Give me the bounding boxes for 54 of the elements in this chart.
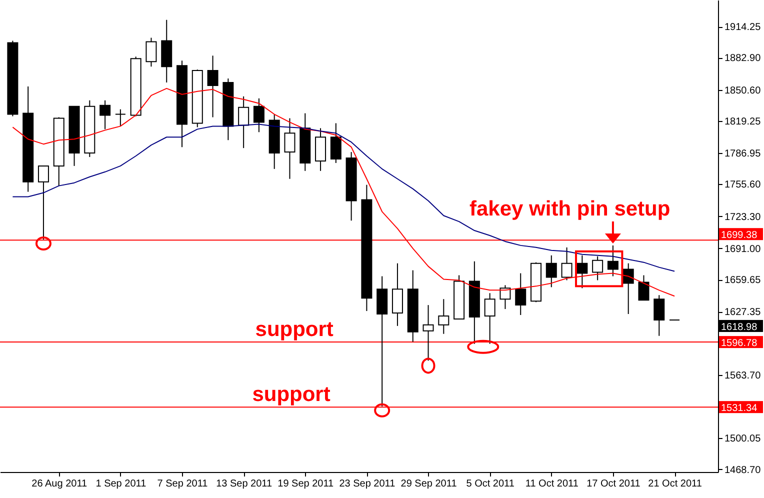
candlestick	[638, 274, 650, 301]
candlestick	[330, 122, 342, 164]
candlestick	[576, 254, 588, 289]
candlestick	[546, 254, 557, 288]
x-tick-label: 26 Aug 2011	[32, 478, 88, 490]
candlestick	[592, 256, 604, 281]
y-tick-label: 1659.65	[724, 275, 762, 286]
x-tick-label: 5 Oct 2011	[466, 478, 515, 490]
x-tick-label: 21 Oct 2011	[648, 478, 702, 490]
y-tick-label: 1723.30	[724, 212, 762, 223]
candlestick	[622, 262, 634, 315]
candlestick	[515, 272, 526, 316]
y-tick-label: 1882.90	[724, 53, 762, 64]
y-tick-label: 1786.95	[724, 148, 762, 160]
y-tick-label: 1627.35	[724, 307, 762, 318]
y-tick-label: 1500.05	[724, 434, 762, 445]
candlestick	[484, 292, 496, 344]
ref-line-label: 1596.78	[721, 338, 758, 350]
x-tick-label: 1 Sep 2011	[96, 478, 147, 490]
candlestick	[253, 98, 264, 133]
annotation: support	[252, 383, 330, 406]
x-tick-label: 17 Oct 2011	[586, 478, 641, 490]
candlestick	[100, 100, 111, 130]
ref-line-label: 1531.34	[721, 403, 758, 414]
candlestick	[392, 262, 403, 326]
candlestick	[38, 165, 49, 240]
candlestick	[438, 298, 450, 334]
x-tick-label: 23 Sep 2011	[339, 478, 396, 490]
x-tick-label: 19 Sep 2011	[278, 478, 334, 490]
x-tick-label: 13 Sep 2011	[216, 478, 272, 490]
x-tick-label: 11 Oct 2011	[525, 478, 579, 490]
candlestick	[315, 128, 326, 172]
ref-line-label: 1699.38	[721, 230, 758, 242]
candlestick	[114, 108, 126, 127]
y-tick-label: 1850.60	[724, 85, 762, 96]
y-tick-label: 1755.60	[724, 180, 762, 191]
x-tick-label: 29 Sep 2011	[400, 478, 458, 490]
annotation: support	[255, 318, 334, 342]
candlestick	[561, 246, 572, 281]
candlestick	[500, 284, 511, 310]
y-tick-label: 1914.25	[724, 22, 762, 34]
candlestick	[207, 55, 218, 118]
y-tick-label: 1563.70	[724, 370, 762, 382]
y-tick-label: 1819.25	[724, 116, 762, 128]
candlestick	[146, 37, 157, 68]
annotation: fakey with pin setup	[470, 197, 670, 220]
candlestick	[607, 244, 618, 277]
x-tick-label: 7 Sep 2011	[157, 478, 208, 490]
candlestick	[284, 118, 296, 180]
text: 1618.98	[721, 322, 758, 333]
candlestick	[238, 96, 250, 149]
y-tick-label: 1691.00	[724, 244, 762, 255]
candlestick	[654, 294, 665, 336]
y-tick-label: 1468.70	[724, 464, 762, 476]
